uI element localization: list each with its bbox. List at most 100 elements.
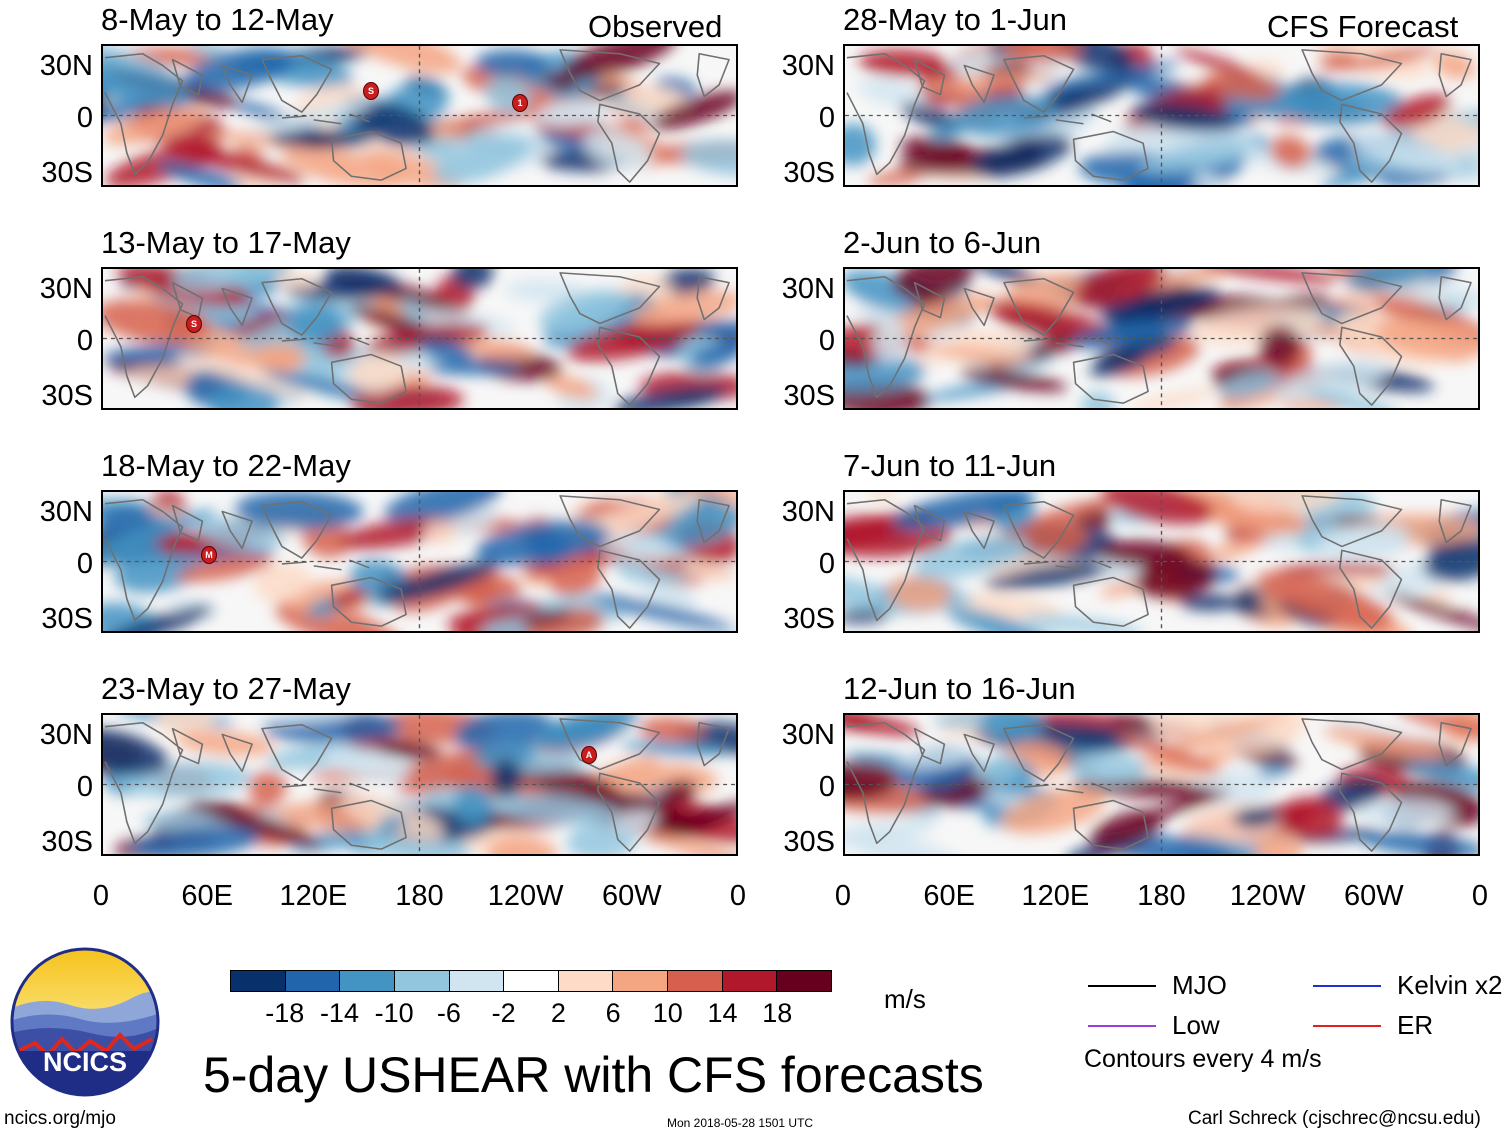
shear-field-map <box>101 490 738 633</box>
tropical-cyclone-icon: A <box>581 746 597 764</box>
lon-label: 0 <box>1471 880 1489 912</box>
lon-label: 60E <box>181 880 233 912</box>
lon-label: 60E <box>923 880 975 912</box>
lon-label: 60W <box>602 880 662 912</box>
colorbar-tick-label: 6 <box>605 998 621 1028</box>
legend-label: ER <box>1397 1010 1434 1040</box>
panel-date-range: 8-May to 12-May <box>101 2 334 37</box>
lon-label: 120W <box>1229 880 1306 912</box>
lat-label: 30N <box>781 50 835 82</box>
lat-label: 0 <box>818 771 835 803</box>
footer-credit: Carl Schreck (cjschrec@ncsu.edu) <box>1188 1108 1481 1129</box>
lat-label: 30S <box>41 603 93 635</box>
lat-label: 30S <box>783 380 835 412</box>
lat-label: 0 <box>76 102 93 134</box>
panel-date-range: 7-Jun to 11-Jun <box>843 448 1057 483</box>
footer-timestamp: Mon 2018-05-28 1501 UTC <box>667 1116 814 1130</box>
lat-label: 30N <box>39 50 93 82</box>
lat-label: 30S <box>783 826 835 858</box>
colorbar-tick-label: -6 <box>436 998 461 1028</box>
shear-field-map <box>843 44 1480 187</box>
shear-field-map <box>843 267 1480 410</box>
colorbar-tick-label: 10 <box>652 998 683 1028</box>
lat-label: 0 <box>76 771 93 803</box>
logo-text: NCICS <box>43 1047 127 1077</box>
colorbar-swatch <box>231 971 286 991</box>
tropical-cyclone-icon: S <box>186 315 202 333</box>
colorbar-swatch <box>340 971 395 991</box>
lat-label: 30S <box>41 157 93 189</box>
panel-date-range: 23-May to 27-May <box>101 671 351 706</box>
colorbar-tick-label: 2 <box>550 998 566 1028</box>
shear-field-map <box>843 490 1480 633</box>
lon-label: 60W <box>1344 880 1404 912</box>
lat-label: 30N <box>781 496 835 528</box>
legend-line-icon <box>1313 984 1381 987</box>
lon-label: 120W <box>487 880 564 912</box>
panel-date-range: 12-Jun to 16-Jun <box>843 671 1076 706</box>
lon-label: 0 <box>729 880 747 912</box>
colorbar-swatch <box>394 971 450 991</box>
footer-url[interactable]: ncics.org/mjo <box>4 1108 116 1129</box>
ncics-logo: NCICS <box>10 947 160 1097</box>
colorbar-swatch <box>668 971 723 991</box>
colorbar-swatch <box>449 971 505 991</box>
lon-label: 120E <box>279 880 348 912</box>
lat-label: 30S <box>41 380 93 412</box>
legend-label: Kelvin x2 <box>1397 970 1503 1000</box>
lat-label: 30N <box>781 719 835 751</box>
shear-field-map <box>843 713 1480 856</box>
tropical-cyclone-icon: M <box>201 546 217 564</box>
lat-label: 30S <box>41 826 93 858</box>
legend-item: MJO <box>1088 970 1227 1001</box>
contour-note: Contours every 4 m/s <box>1084 1045 1322 1073</box>
lat-label: 30N <box>781 273 835 305</box>
lon-label: 180 <box>1137 880 1186 912</box>
colorbar-swatch <box>722 971 778 991</box>
colorbar-swatch <box>558 971 614 991</box>
panel-date-range: 18-May to 22-May <box>101 448 351 483</box>
legend-label: Low <box>1172 1010 1220 1040</box>
panel-date-range: 13-May to 17-May <box>101 225 351 260</box>
legend-item: ER <box>1313 1010 1433 1041</box>
main-title: 5-day USHEAR with CFS forecasts <box>203 1047 984 1103</box>
colorbar-swatch <box>777 971 832 991</box>
colorbar <box>230 970 832 992</box>
colorbar-tick-label: 18 <box>762 998 793 1028</box>
legend-label: MJO <box>1172 970 1227 1000</box>
panel-date-range: 2-Jun to 6-Jun <box>843 225 1042 260</box>
colorbar-tick-label: -10 <box>374 998 414 1028</box>
lat-label: 30S <box>783 157 835 189</box>
lon-label: 0 <box>92 880 110 912</box>
ncics-logo-graphic: NCICS <box>10 947 160 1097</box>
observed-tag: Observed <box>588 9 723 44</box>
lon-label: 0 <box>834 880 852 912</box>
lat-label: 0 <box>76 548 93 580</box>
shear-field-map <box>101 44 738 187</box>
colorbar-swatch <box>504 971 559 991</box>
colorbar-swatch <box>285 971 341 991</box>
lon-label: 120E <box>1021 880 1090 912</box>
lat-label: 0 <box>818 102 835 134</box>
colorbar-tick-label: -14 <box>319 998 359 1028</box>
colorbar-tick-label: 14 <box>707 998 738 1028</box>
shear-field-map <box>101 267 738 410</box>
shear-field-map <box>101 713 738 856</box>
lat-label: 30N <box>39 719 93 751</box>
colorbar-unit: m/s <box>884 984 926 1014</box>
lat-label: 30N <box>39 273 93 305</box>
lat-label: 30S <box>783 603 835 635</box>
tropical-cyclone-icon: 1 <box>512 94 528 112</box>
lat-label: 30N <box>39 496 93 528</box>
lon-label: 180 <box>395 880 444 912</box>
lat-label: 0 <box>818 325 835 357</box>
legend-line-icon <box>1088 984 1156 987</box>
lat-label: 0 <box>818 548 835 580</box>
legend-line-icon <box>1313 1024 1381 1027</box>
legend-item: Low <box>1088 1010 1220 1041</box>
cfs-forecast-tag: CFS Forecast <box>1267 9 1459 44</box>
colorbar-swatch <box>613 971 669 991</box>
panel-date-range: 28-May to 1-Jun <box>843 2 1067 37</box>
lat-label: 0 <box>76 325 93 357</box>
legend-line-icon <box>1088 1024 1156 1027</box>
